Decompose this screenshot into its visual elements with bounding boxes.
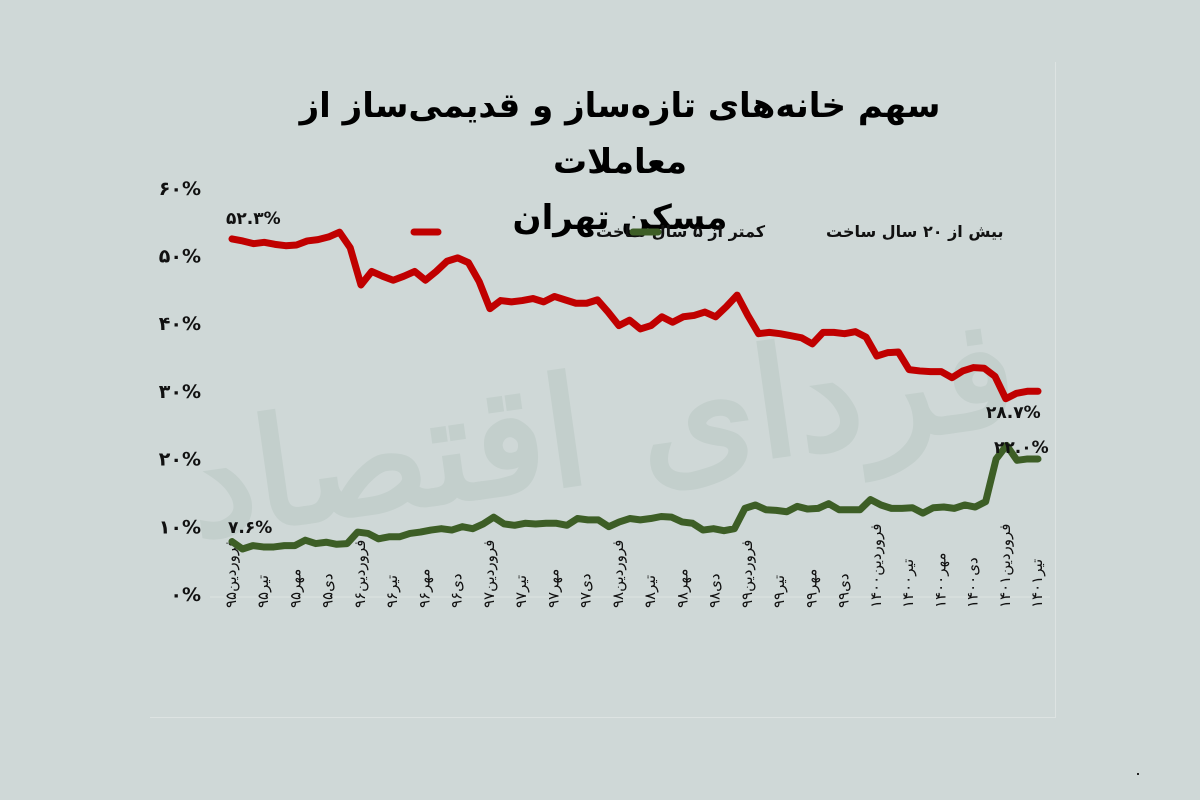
x-tick-label: فروردین۱۴۰۰ — [867, 524, 885, 608]
y-tick-label: ۱۰% — [159, 516, 201, 538]
x-tick-label: مهر۹۸ — [673, 569, 691, 608]
x-tick-label: مهر۹۷ — [544, 569, 562, 608]
end-label-old: ۲۲.۰% — [994, 438, 1049, 458]
start-label-old: ۷.۶% — [228, 518, 272, 538]
x-tick-label: تیر۱۴۰۱ — [1028, 559, 1046, 608]
x-tick-label: تیر۹۷ — [512, 575, 530, 608]
end-label-new: ۲۸.۷% — [986, 403, 1041, 423]
x-tick-label: تیر۹۶ — [383, 575, 401, 608]
x-tick-label: فروردین۹۷ — [480, 540, 498, 608]
title-line-2: مسکن تهران — [512, 198, 728, 238]
chart-frame — [150, 62, 1056, 718]
x-tick-label: مهر۱۴۰۰ — [931, 553, 949, 608]
x-tick-label: دی۹۶ — [448, 573, 466, 608]
x-tick-label: تیر۹۹ — [770, 575, 788, 608]
x-tick-label: مهر۹۹ — [802, 569, 820, 608]
series-line-new-buildings — [228, 228, 1042, 403]
x-tick-label: فروردین۱۴۰۱ — [996, 524, 1014, 608]
legend-label-new: کمتر از ۵ سال ساخت — [596, 222, 766, 241]
x-tick-label: مهر۹۵ — [286, 569, 304, 608]
start-label-new: ۵۲.۳% — [226, 209, 281, 229]
x-tick-label: دی۹۷ — [577, 573, 595, 608]
x-tick-label: دی۹۸ — [706, 573, 724, 608]
x-tick-label: فروردین۹۶ — [351, 540, 369, 608]
y-tick-label: ۶۰% — [159, 178, 201, 200]
x-tick-label: تیر۹۸ — [641, 575, 659, 608]
y-tick-label: ۰% — [170, 584, 201, 606]
x-tick-label: دی۹۹ — [835, 573, 853, 608]
x-tick-label: فروردین۹۵ — [222, 540, 240, 608]
y-tick-label: ۴۰% — [159, 313, 201, 335]
x-tick-label: دی۱۴۰۰ — [964, 557, 982, 608]
x-tick-label: تیر۱۴۰۰ — [899, 559, 917, 608]
title-line-1: سهم خانه‌های تازه‌ساز و قدیمی‌ساز از معا… — [299, 86, 941, 182]
legend-label-old: بیش از ۲۰ سال ساخت — [826, 222, 1004, 241]
x-tick-label: مهر۹۶ — [415, 569, 433, 608]
x-tick-label: تیر۹۵ — [254, 575, 272, 608]
x-tick-label: فروردین۹۹ — [738, 540, 756, 608]
stray-dot — [1137, 773, 1139, 775]
x-tick-label: فروردین۹۸ — [609, 540, 627, 608]
y-tick-label: ۳۰% — [159, 381, 201, 403]
series-line-old-buildings — [228, 441, 1042, 553]
watermark: فردای اقتصاد — [176, 283, 1027, 576]
y-tick-label: ۲۰% — [159, 449, 201, 471]
chart-title: سهم خانه‌های تازه‌ساز و قدیمی‌ساز از معا… — [240, 78, 1000, 246]
x-tick-label: دی۹۵ — [319, 573, 337, 608]
y-tick-label: ۵۰% — [159, 246, 201, 268]
